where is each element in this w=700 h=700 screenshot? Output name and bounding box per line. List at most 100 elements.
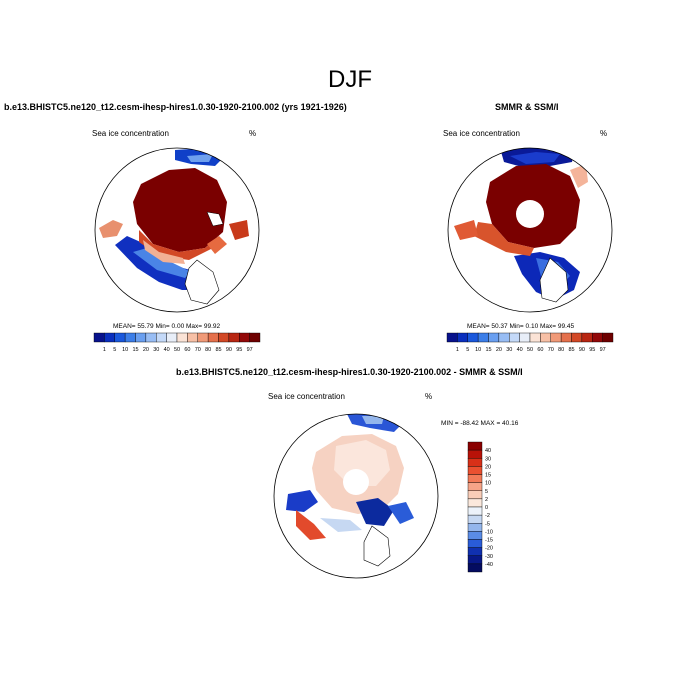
colorbar-model-bin	[124, 332, 136, 343]
colorbar-model-tick-label: 10	[122, 347, 128, 353]
colorbar-observed-bin	[571, 332, 583, 343]
colorbar-difference-tick-label: 20	[485, 464, 491, 470]
colorbar-difference-tick-label: 10	[485, 481, 491, 487]
panel3-variable-label: Sea ice concentration	[268, 392, 345, 401]
colorbar-difference-tick-label: -2	[485, 513, 490, 519]
colorbar-observed-bin	[467, 332, 479, 343]
colorbar-difference-tick-label: 5	[485, 489, 488, 495]
colorbar-difference-tick-label: -40	[485, 562, 493, 568]
colorbar-observed-tick-label: 30	[506, 347, 512, 353]
colorbar-difference-bin	[467, 458, 483, 467]
colorbar-model: 1 5 10 15 20 30 40 50 60 70 80 85 90 95 97	[93, 332, 261, 353]
colorbar-observed-bin	[540, 332, 551, 343]
map-observed-sea-ice	[447, 147, 613, 313]
colorbar-model-bin	[187, 332, 198, 343]
colorbar-model-tick-label: 30	[153, 347, 159, 353]
colorbar-model-bin	[197, 332, 209, 343]
colorbar-model-tick-label: 90	[226, 347, 232, 353]
panel1-stats: MEAN= 55.79 Min= 0.00 Max= 99.92	[113, 323, 221, 330]
colorbar-model-tick-label: 95	[236, 347, 242, 353]
map-model-sea-ice	[94, 147, 260, 313]
colorbar-difference-bin	[467, 441, 483, 451]
figure-title: DJF	[328, 66, 372, 93]
colorbar-observed-tick-label: 50	[527, 347, 533, 353]
colorbar-observed-bin	[560, 332, 572, 343]
colorbar-difference-bin	[467, 555, 483, 565]
colorbar-difference-tick-label: 40	[485, 448, 491, 454]
colorbar-difference-bin	[467, 449, 483, 459]
colorbar-difference-tick-label: -5	[485, 521, 490, 527]
colorbar-observed-tick-label: 1	[456, 347, 459, 353]
panel2-stats: MEAN= 50.37 Min= 0.10 Max= 99.45	[467, 323, 575, 330]
colorbar-model-bin	[114, 332, 126, 343]
colorbar-model-bin	[207, 332, 219, 343]
colorbar-model-tick-label: 80	[205, 347, 211, 353]
colorbar-observed-bin	[509, 332, 520, 343]
colorbar-observed-tick-label: 5	[466, 347, 469, 353]
colorbar-observed-tick-label: 85	[568, 347, 574, 353]
colorbar-difference-tick-label: -20	[485, 546, 493, 552]
colorbar-difference-bin	[467, 490, 483, 500]
panel3-stats: MIN = -88.42 MAX = 40.16	[441, 420, 519, 427]
colorbar-difference-bin	[467, 498, 483, 508]
colorbar-observed-bin	[457, 332, 468, 343]
panel1-units-label: %	[249, 129, 257, 138]
colorbar-difference-tick-label: -15	[485, 538, 493, 544]
colorbar-model-tick-label: 85	[215, 347, 221, 353]
colorbar-difference-tick-label: -30	[485, 554, 493, 560]
colorbar-model-bin	[218, 332, 230, 343]
colorbar-model-bin	[176, 332, 188, 343]
colorbar-difference-bin	[467, 563, 483, 573]
colorbar-model-tick-label: 50	[174, 347, 180, 353]
colorbar-model-tick-label: 60	[184, 347, 190, 353]
panel2-variable-label: Sea ice concentration	[443, 129, 520, 138]
colorbar-difference-bin	[467, 466, 483, 475]
colorbar-model-tick-label: 5	[113, 347, 116, 353]
colorbar-observed-tick-label: 95	[589, 347, 595, 353]
colorbar-model-bin	[135, 332, 147, 343]
panel3-title: b.e13.BHISTC5.ne120_t12.cesm-ihesp-hires…	[176, 367, 523, 377]
colorbar-difference-bin	[467, 506, 483, 516]
colorbar-difference-tick-label: 15	[485, 473, 491, 479]
colorbar-difference-bin	[467, 474, 483, 483]
colorbar-model-bin	[239, 332, 250, 343]
colorbar-observed-tick-label: 90	[579, 347, 585, 353]
colorbar-observed-tick-label: 80	[558, 347, 564, 353]
colorbar-observed-bin	[581, 332, 593, 343]
colorbar-difference-bin	[467, 523, 483, 532]
colorbar-model-bin	[156, 332, 167, 343]
colorbar-model-bin	[104, 332, 115, 343]
colorbar-model-tick-label: 15	[132, 347, 138, 353]
colorbar-difference-bin	[467, 482, 483, 491]
colorbar-observed-tick-label: 10	[475, 347, 481, 353]
colorbar-difference-bin	[467, 547, 483, 556]
colorbar-difference-tick-label: 2	[485, 497, 488, 503]
panel2-units-label: %	[600, 129, 608, 138]
colorbar-observed-tick-label: 70	[548, 347, 554, 353]
colorbar-observed-bin	[550, 332, 562, 343]
colorbar-observed-bin	[529, 332, 541, 343]
colorbar-difference-bin	[467, 539, 483, 548]
colorbar-model-bin	[166, 332, 178, 343]
colorbar-model-tick-label: 1	[103, 347, 106, 353]
colorbar-observed: 1 5 10 15 20 30 40 50 60 70 80 85 90 95 97	[446, 332, 614, 353]
colorbar-difference-tick-label: 0	[485, 505, 488, 511]
colorbar-difference-bin	[467, 531, 483, 540]
colorbar-observed-tick-label: 60	[537, 347, 543, 353]
panel3-units-label: %	[425, 392, 433, 401]
colorbar-model-tick-label: 70	[195, 347, 201, 353]
colorbar-model-tick-label: 40	[164, 347, 170, 353]
colorbar-observed-bin	[446, 332, 458, 343]
colorbar-model-bin	[249, 332, 261, 343]
colorbar-observed-tick-label: 15	[485, 347, 491, 353]
colorbar-observed-bin	[519, 332, 531, 343]
colorbar-model-bin	[93, 332, 105, 343]
colorbar-observed-tick-label: 97	[600, 347, 606, 353]
colorbar-observed-tick-label: 40	[517, 347, 523, 353]
colorbar-observed-bin	[488, 332, 500, 343]
colorbar-model-bin	[228, 332, 240, 343]
colorbar-observed-bin	[498, 332, 510, 343]
colorbar-difference-tick-label: -10	[485, 529, 493, 535]
colorbar-observed-bin	[477, 332, 489, 343]
colorbar-observed-tick-label: 20	[496, 347, 502, 353]
